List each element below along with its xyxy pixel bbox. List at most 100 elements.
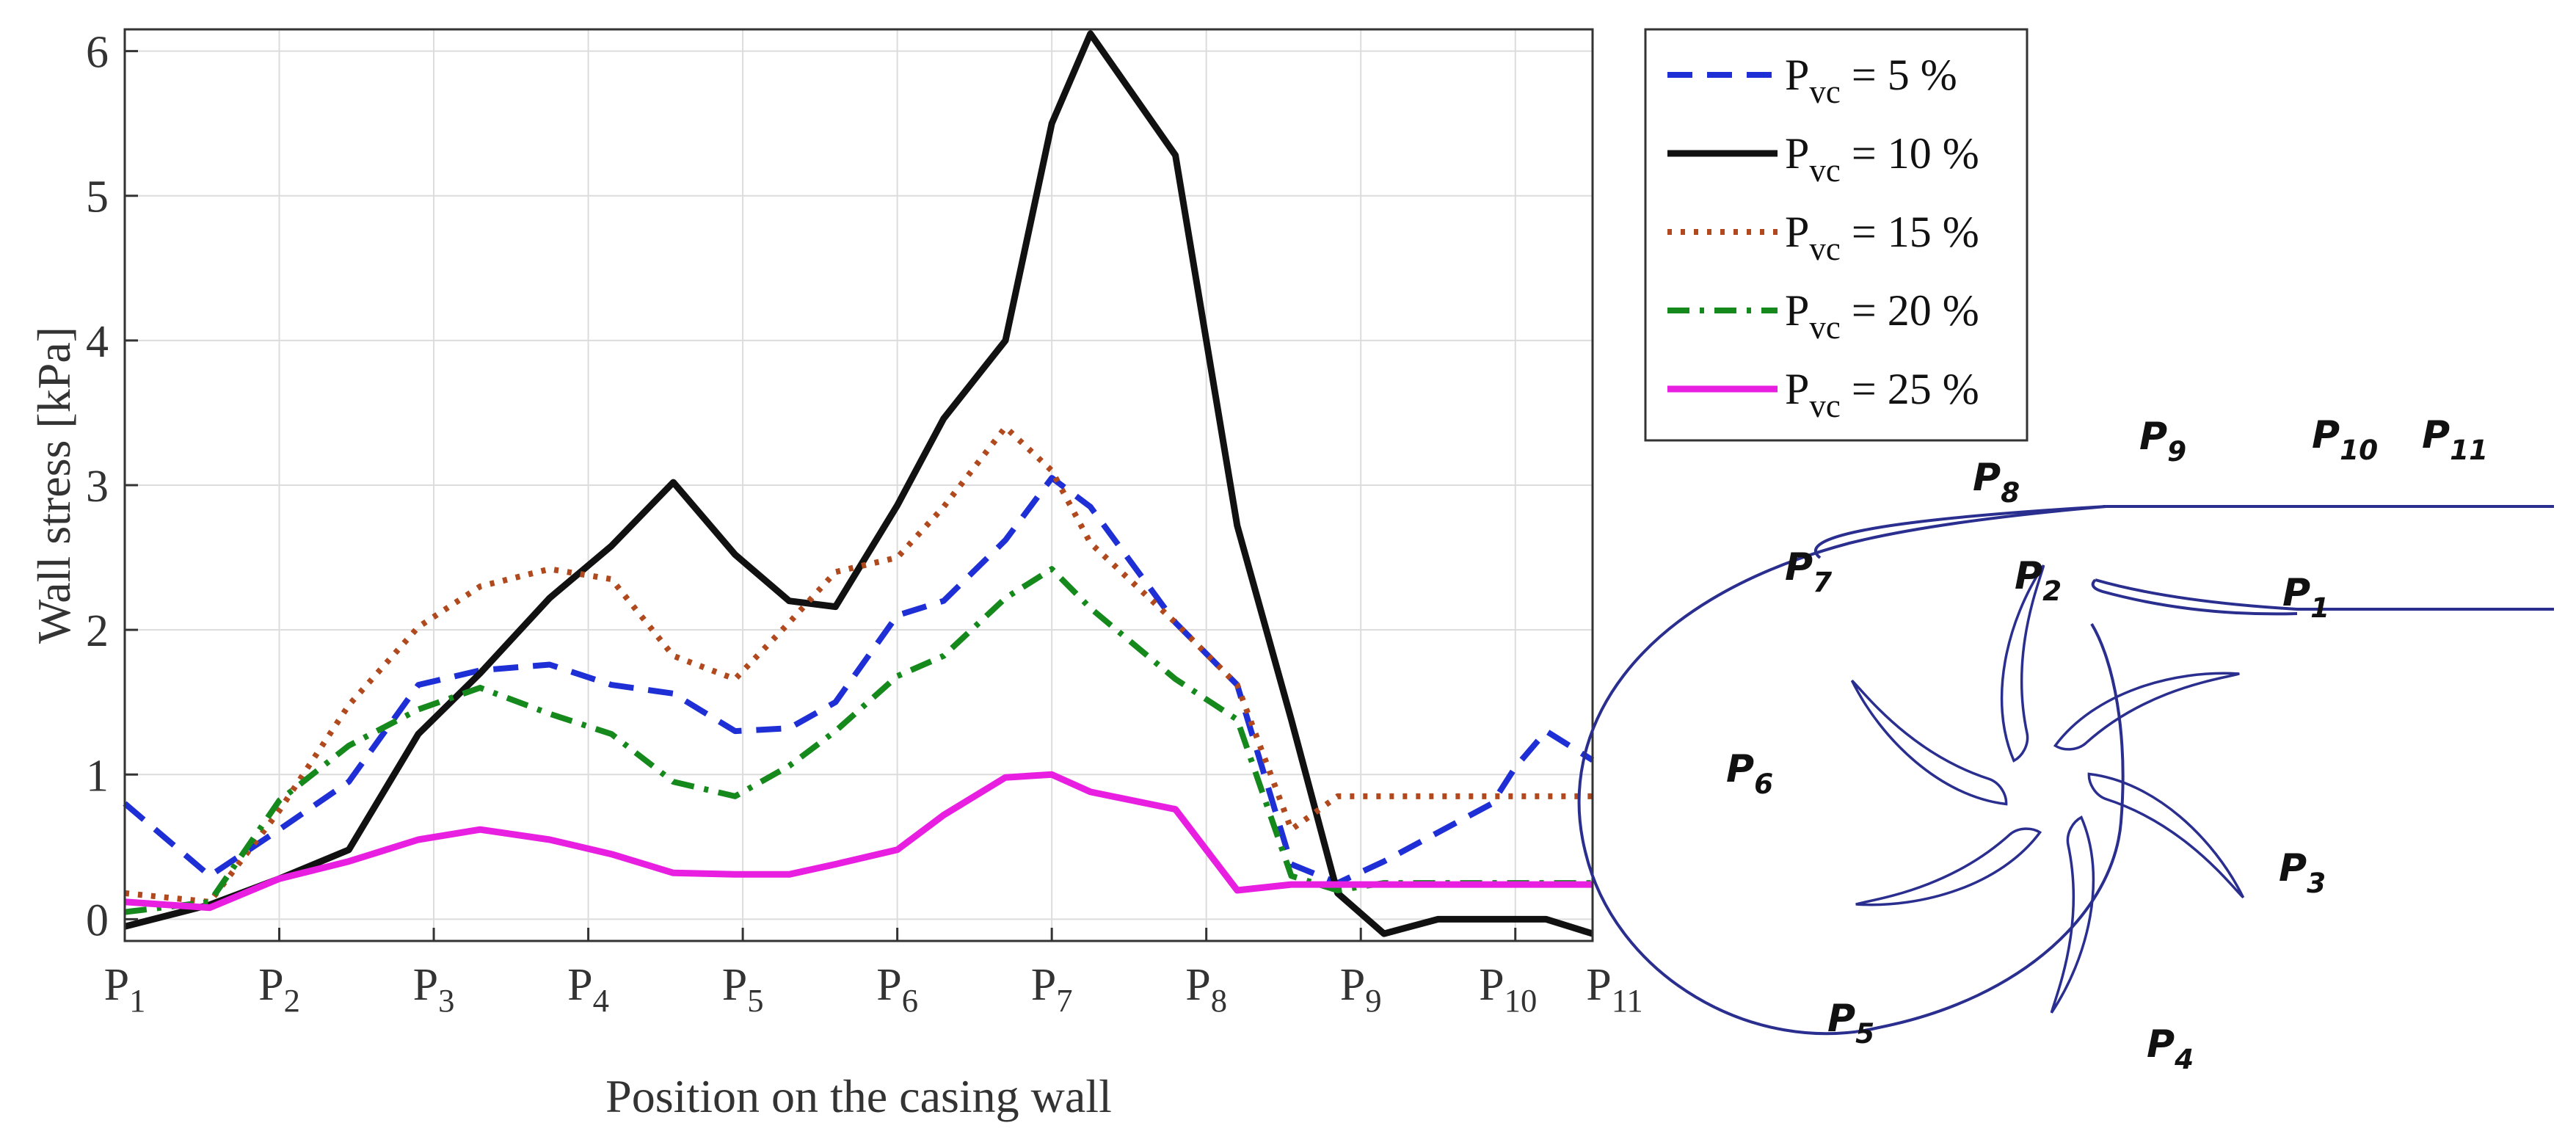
diagram-label-p7-sub: 7 (1813, 566, 1832, 598)
legend-label-sub: vc (1809, 230, 1840, 267)
x-tick-label: P6 (876, 960, 918, 1019)
x-tick-label: P5 (722, 960, 764, 1019)
diagram-label-p9-base: P (2139, 415, 2167, 459)
legend-label-0: Pvc = 5 % (1785, 51, 1957, 110)
x-tick-label: P4 (567, 960, 609, 1019)
impeller-blade (1850, 680, 2008, 806)
diagram-label-p5-base: P (1827, 997, 1855, 1041)
y-tick-label: 6 (86, 28, 109, 78)
x-tick-label: P3 (413, 960, 455, 1019)
legend-label-rest: = 15 % (1841, 208, 1979, 256)
diagram-label-p3-base: P (2279, 846, 2307, 890)
x-tick-label-sub: 9 (1365, 982, 1381, 1019)
impeller-blade (2087, 772, 2245, 898)
diagram-label-p8-sub: 8 (2001, 476, 2020, 509)
volute-tongue (2091, 578, 2298, 616)
x-tick-label-base: P (567, 960, 592, 1010)
x-tick-label-sub: 10 (1505, 982, 1538, 1019)
diagram-label-p4: P4 (2147, 1022, 2194, 1075)
diagram-label-p4-base: P (2147, 1022, 2175, 1066)
y-tick-label: 4 (86, 317, 109, 367)
series-line-1 (123, 30, 1594, 937)
legend-label-base: P (1785, 129, 1809, 178)
x-tick-labels: P1 P2 P3 P4 P5 P6 P7 P8 P9 P10 P11 (104, 928, 1643, 1019)
x-tick-label: P2 (258, 960, 300, 1019)
diagram-label-p10-sub: 10 (2340, 434, 2378, 466)
series-line-4 (124, 771, 1593, 912)
diagram-label-p5-sub: 5 (1855, 1017, 1874, 1050)
diagram-label-p8: P8 (1973, 456, 2020, 509)
x-tick-label-base: P (1479, 960, 1504, 1010)
diagram-label-p7: P7 (1785, 545, 1832, 598)
x-tick-label-sub: 2 (284, 982, 300, 1019)
y-tick-label: 0 (86, 895, 109, 945)
x-tick-label-base: P (876, 960, 901, 1010)
y-tick-label: 3 (86, 462, 109, 512)
y-tick-label: 5 (86, 172, 109, 222)
impeller-blade (2053, 672, 2240, 751)
legend-label-sub: vc (1809, 388, 1840, 424)
legend-label-sub: vc (1809, 152, 1840, 189)
diagram-label-p2-sub: 2 (2042, 575, 2062, 607)
x-tick-label-base: P (104, 960, 129, 1010)
x-tick-label: P9 (1340, 960, 1382, 1019)
x-tick-label-base: P (258, 960, 283, 1010)
diagram-label-p1: P1 (2282, 571, 2329, 624)
legend-label-rest: = 10 % (1841, 129, 1979, 178)
x-tick-label-sub: 1 (129, 982, 145, 1019)
diagram-label-p11-sub: 11 (2450, 434, 2488, 466)
diagram-label-p6: P6 (1726, 747, 1773, 800)
series-lines (123, 30, 1595, 937)
diagram-label-p6-base: P (1726, 747, 1754, 791)
x-tick-label-base: P (1185, 960, 1210, 1010)
y-axis-label: Wall stress [kPa] (28, 327, 80, 644)
x-tick-label-base: P (1340, 960, 1365, 1010)
x-tick-label: P11 (1586, 960, 1642, 1019)
volute-casing (1577, 505, 2554, 1036)
diagram-label-p3: P3 (2279, 846, 2326, 899)
x-tick-label: P7 (1031, 960, 1073, 1019)
x-tick-label-base: P (722, 960, 747, 1010)
diagram-label-p9-sub: 9 (2167, 435, 2186, 468)
x-tick-label-sub: 11 (1612, 982, 1643, 1019)
legend-label-4: Pvc = 25 % (1785, 365, 1979, 424)
x-tick-label-sub: 4 (593, 982, 609, 1019)
x-tick-label-sub: 5 (747, 982, 763, 1019)
diagram-label-p11-base: P (2422, 413, 2450, 457)
diagram-label-p11: P11 (2422, 413, 2488, 466)
legend-label-base: P (1785, 208, 1809, 256)
legend-label-2: Pvc = 15 % (1785, 208, 1979, 267)
x-tick-label: P10 (1479, 960, 1537, 1019)
diagram-label-p10-base: P (2312, 413, 2340, 457)
legend-label-base: P (1785, 365, 1809, 413)
diagram-label-p3-sub: 3 (2307, 867, 2326, 899)
impeller-blade (2050, 815, 2095, 1014)
diagram-label-p1-base: P (2282, 571, 2310, 615)
legend-label-rest: = 25 % (1841, 365, 1979, 413)
diagram-label-p10: P10 (2312, 413, 2378, 466)
y-tick-labels: 0 1 2 3 4 5 6 (86, 28, 138, 945)
diagram-label-p8-base: P (1973, 456, 2001, 500)
diagram-label-p4-sub: 4 (2174, 1043, 2194, 1075)
legend: Pvc = 5 %Pvc = 10 %Pvc = 15 %Pvc = 20 %P… (1644, 28, 2029, 442)
series-line-0 (123, 475, 1595, 887)
x-tick-label-sub: 7 (1056, 982, 1072, 1019)
legend-label-sub: vc (1809, 73, 1840, 110)
x-tick-label-sub: 6 (902, 982, 918, 1019)
impeller-blade (1855, 827, 2042, 906)
diagram-label-p6-sub: 6 (1754, 768, 1773, 800)
legend-label-base: P (1785, 51, 1809, 99)
legend-label-rest: = 5 % (1841, 51, 1957, 99)
impeller-blade (2000, 564, 2045, 763)
series-line-2 (124, 424, 1593, 905)
legend-label-rest: = 20 % (1841, 286, 1979, 335)
legend-label-1: Pvc = 10 % (1785, 129, 1979, 189)
x-tick-label-base: P (1031, 960, 1056, 1010)
volute-diagram (1577, 505, 2554, 1036)
diagram-label-p2-base: P (2015, 554, 2042, 598)
diagram-label-p1-sub: 1 (2310, 592, 2329, 624)
diagram-label-p2: P2 (2015, 554, 2062, 607)
